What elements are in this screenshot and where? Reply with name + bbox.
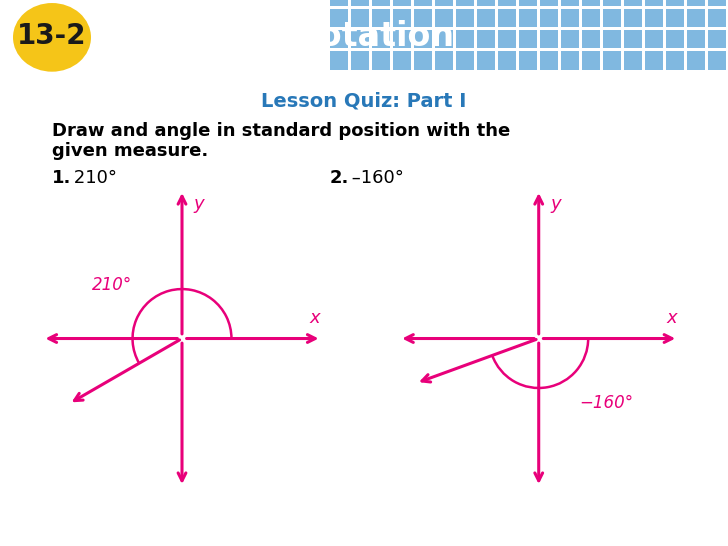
Bar <box>330 9 348 27</box>
Bar <box>414 30 432 49</box>
Bar <box>351 30 369 49</box>
Bar <box>393 51 411 70</box>
Bar <box>708 0 726 6</box>
Bar <box>561 30 579 49</box>
Bar <box>372 9 390 27</box>
Bar <box>666 30 684 49</box>
Bar <box>456 51 474 70</box>
Bar <box>456 30 474 49</box>
Text: –160°: –160° <box>346 169 404 187</box>
Bar <box>666 51 684 70</box>
Bar <box>624 0 642 6</box>
Text: Holt Algebra 2: Holt Algebra 2 <box>15 521 116 534</box>
Text: −160°: −160° <box>579 394 633 412</box>
Bar <box>582 51 600 70</box>
Bar <box>330 51 348 70</box>
Bar <box>540 51 558 70</box>
Text: y: y <box>194 194 205 212</box>
Bar <box>540 9 558 27</box>
Bar <box>393 30 411 49</box>
Bar <box>477 30 495 49</box>
Bar <box>372 0 390 6</box>
Bar <box>435 30 453 49</box>
Bar <box>351 0 369 6</box>
Bar <box>330 30 348 49</box>
Bar <box>519 51 537 70</box>
Text: x: x <box>310 309 320 327</box>
Ellipse shape <box>13 3 91 72</box>
Bar <box>351 9 369 27</box>
Text: 210°: 210° <box>92 276 132 294</box>
Bar <box>708 9 726 27</box>
Bar <box>708 51 726 70</box>
Bar <box>498 9 516 27</box>
Bar <box>393 9 411 27</box>
Bar <box>519 30 537 49</box>
Bar <box>477 0 495 6</box>
Text: Draw and angle in standard position with the: Draw and angle in standard position with… <box>52 122 510 140</box>
Bar <box>456 0 474 6</box>
Bar <box>456 9 474 27</box>
Bar <box>624 30 642 49</box>
Bar <box>372 30 390 49</box>
Bar <box>414 0 432 6</box>
Bar <box>414 51 432 70</box>
Bar <box>519 0 537 6</box>
Bar <box>603 0 621 6</box>
Bar <box>519 9 537 27</box>
Bar <box>435 51 453 70</box>
Bar <box>330 0 348 6</box>
Text: given measure.: given measure. <box>52 142 208 160</box>
Bar <box>561 9 579 27</box>
Bar <box>435 0 453 6</box>
Bar <box>372 51 390 70</box>
Bar <box>435 9 453 27</box>
Bar <box>561 51 579 70</box>
Bar <box>582 30 600 49</box>
Bar <box>393 0 411 6</box>
Bar <box>603 30 621 49</box>
Text: 210°: 210° <box>68 169 117 187</box>
Text: 2.: 2. <box>330 169 349 187</box>
Text: Lesson Quiz: Part I: Lesson Quiz: Part I <box>261 92 467 111</box>
Text: Copyright © by Holt, Rinehart and Winston. All Rights Reserved.: Copyright © by Holt, Rinehart and Winsto… <box>378 523 713 532</box>
Bar <box>624 51 642 70</box>
Bar <box>624 9 642 27</box>
Bar <box>666 9 684 27</box>
Text: 1.: 1. <box>52 169 71 187</box>
Bar <box>708 30 726 49</box>
Bar <box>687 51 705 70</box>
Bar <box>540 30 558 49</box>
Bar <box>498 51 516 70</box>
Bar <box>582 0 600 6</box>
Bar <box>603 51 621 70</box>
Text: Angles of Rotation: Angles of Rotation <box>105 20 454 53</box>
Bar <box>687 30 705 49</box>
Text: y: y <box>550 194 561 212</box>
Bar <box>603 9 621 27</box>
Bar <box>645 51 663 70</box>
Bar <box>498 30 516 49</box>
Bar <box>477 9 495 27</box>
Bar <box>351 51 369 70</box>
Bar <box>645 9 663 27</box>
Bar <box>414 9 432 27</box>
Bar <box>645 0 663 6</box>
Bar <box>687 0 705 6</box>
Bar <box>666 0 684 6</box>
Bar <box>582 9 600 27</box>
Bar <box>477 51 495 70</box>
Bar <box>540 0 558 6</box>
Bar <box>498 0 516 6</box>
Bar <box>645 30 663 49</box>
Bar <box>561 0 579 6</box>
Text: x: x <box>667 309 677 327</box>
Text: 13-2: 13-2 <box>17 22 87 50</box>
Bar <box>687 9 705 27</box>
